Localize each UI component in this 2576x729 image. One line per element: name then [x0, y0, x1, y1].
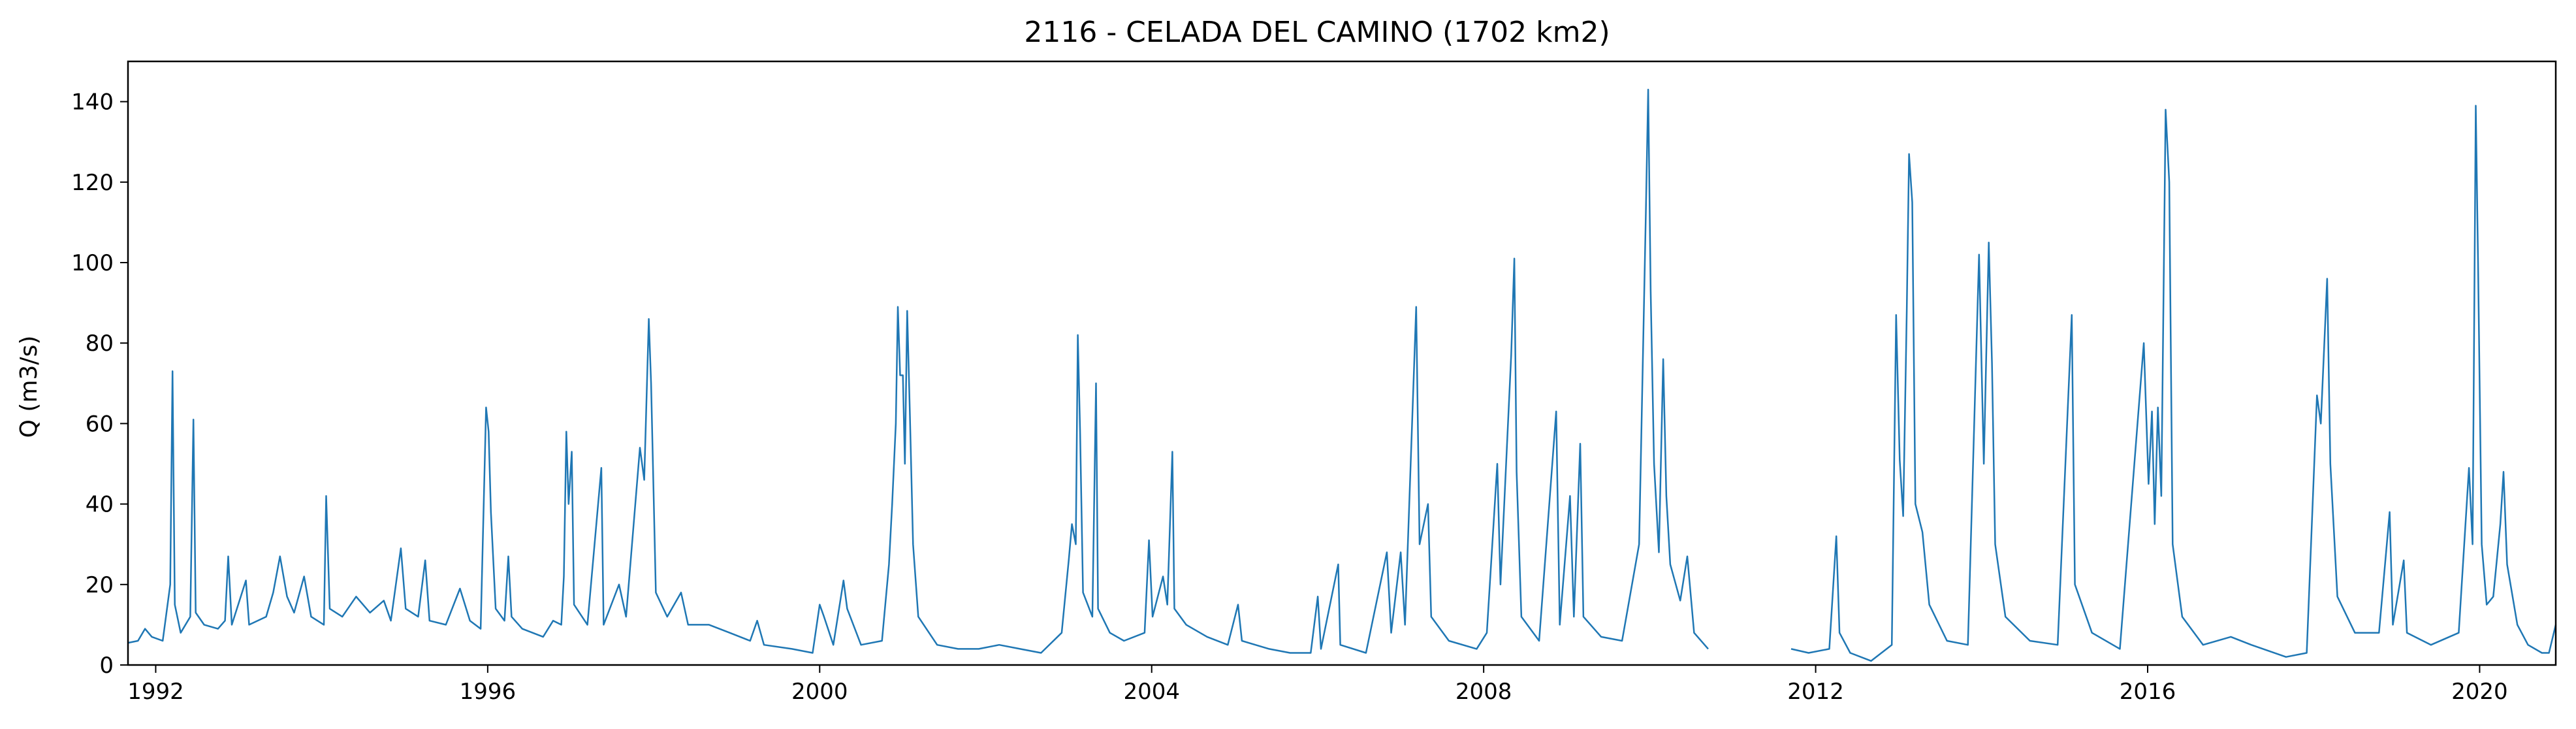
- y-tick-label: 140: [71, 89, 114, 116]
- series-line-segment-1: [127, 88, 1709, 654]
- y-tick-label: 40: [86, 492, 114, 518]
- y-tick-label: 0: [99, 653, 114, 679]
- x-tick-label: 1996: [460, 679, 517, 705]
- y-tick-label: 100: [71, 250, 114, 276]
- chart-title: 2116 - CELADA DEL CAMINO (1702 km2): [1024, 16, 1610, 49]
- y-tick-label: 20: [86, 572, 114, 598]
- y-tick-label: 80: [86, 331, 114, 357]
- x-tick-label: 2020: [2451, 679, 2508, 705]
- y-axis: 0 20 40 60 80 100 120 140: [71, 89, 128, 679]
- y-axis-label: Q (m3/s): [16, 336, 42, 438]
- series-line-segment-2: [1790, 105, 2557, 662]
- y-tick-label: 60: [86, 411, 114, 437]
- x-axis: 1992 1996 2000 2004 2008 2012 2016 2020: [127, 665, 2508, 705]
- plot-frame: [127, 60, 2557, 666]
- x-tick-label: 2008: [1455, 679, 1512, 705]
- x-tick-label: 1992: [127, 679, 184, 705]
- y-tick-label: 120: [71, 170, 114, 196]
- x-tick-label: 2012: [1787, 679, 1844, 705]
- plot-area: [127, 88, 2557, 662]
- x-tick-label: 2016: [2120, 679, 2176, 705]
- x-tick-label: 2000: [791, 679, 848, 705]
- x-tick-label: 2004: [1123, 679, 1180, 705]
